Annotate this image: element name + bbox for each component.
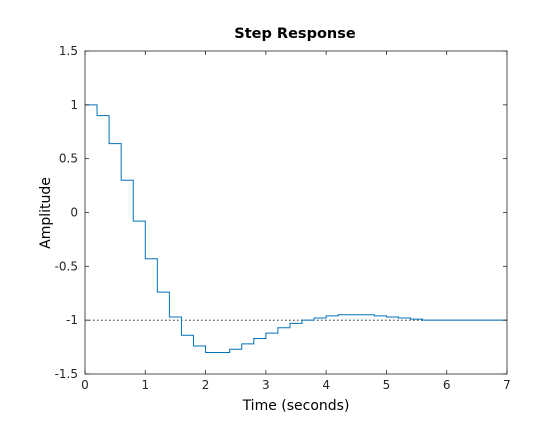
x-tick-label: 3 bbox=[262, 378, 270, 392]
x-tick-label: 5 bbox=[383, 378, 391, 392]
series-layer bbox=[85, 104, 507, 353]
y-tick-label: 1.5 bbox=[59, 44, 78, 58]
x-tick-label: 6 bbox=[443, 378, 451, 392]
x-axis-label: Time (seconds) bbox=[242, 398, 350, 414]
x-tick-label: 4 bbox=[322, 378, 330, 392]
y-tick-label: -0.5 bbox=[55, 259, 78, 273]
y-tick-label: 0 bbox=[70, 206, 78, 220]
y-axis-label: Amplitude bbox=[38, 177, 54, 249]
y-tick-label: -1.5 bbox=[55, 367, 78, 381]
y-tick-label: 0.5 bbox=[59, 152, 78, 166]
x-tick-label: 0 bbox=[81, 378, 89, 392]
series-line-0 bbox=[85, 104, 507, 353]
x-tick-label: 2 bbox=[202, 378, 210, 392]
y-tick-label: -1 bbox=[66, 313, 78, 327]
axes-box bbox=[84, 50, 508, 375]
y-tick-label: 1 bbox=[70, 98, 78, 112]
plot-area bbox=[85, 51, 507, 374]
chart-title: Step Response bbox=[234, 26, 356, 42]
x-tick-label: 7 bbox=[503, 378, 511, 392]
x-tick-label: 1 bbox=[141, 378, 149, 392]
